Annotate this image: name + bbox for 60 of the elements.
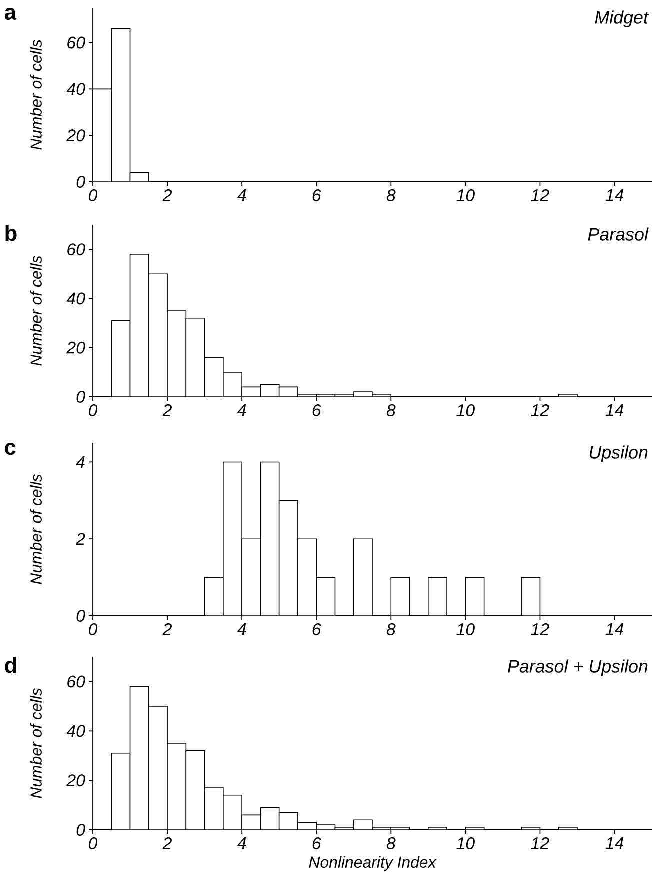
- y-tick-label: 60: [68, 36, 86, 49]
- y-tick-label: 20: [66, 774, 86, 787]
- x-tick-label: 6: [312, 838, 322, 850]
- x-tick-label: 4: [237, 838, 246, 850]
- y-tick-label: 60: [68, 676, 86, 688]
- text: a: [4, 8, 17, 20]
- text: d: [5, 657, 16, 674]
- x-tick-label: 14: [606, 623, 624, 636]
- x-tick-label: 14: [606, 404, 624, 416]
- x-tick-label: 10: [456, 189, 475, 202]
- chart-title: Parasol + Upsilon: [508, 660, 648, 676]
- y-tick-label: 20: [66, 130, 86, 142]
- x-tick-label: 0: [89, 189, 98, 202]
- y-axis-title: Number of cells: [30, 688, 42, 798]
- y-tick-label: 0: [76, 824, 86, 836]
- x-tick-label: 12: [531, 404, 550, 416]
- x-tick-label: 2: [162, 189, 172, 202]
- y-axis-title: Number of cells: [30, 256, 42, 366]
- text: b: [6, 225, 17, 242]
- y-tick-label: 60: [68, 244, 86, 256]
- y-axis-title: Number of cells: [30, 40, 42, 150]
- text: c: [5, 443, 16, 456]
- x-tick-label: 2: [162, 838, 172, 850]
- x-tick-label: 12: [531, 838, 550, 850]
- x-tick-label: 4: [237, 404, 246, 416]
- x-tick-label: 12: [531, 189, 550, 202]
- x-tick-label: 8: [386, 624, 396, 636]
- y-tick-label: 0: [76, 610, 86, 622]
- x-tick-label: 6: [312, 189, 322, 202]
- x-tick-label: 0: [89, 404, 98, 416]
- x-tick-label: 6: [312, 404, 322, 416]
- x-tick-label: 8: [386, 404, 396, 416]
- y-tick-label: 40: [66, 292, 86, 305]
- x-tick-label: 10: [456, 404, 475, 416]
- x-tick-label: 10: [456, 838, 475, 850]
- chart-title: Upsilon: [590, 446, 648, 462]
- x-tick-label: 2: [162, 624, 172, 636]
- x-tick-label: 8: [386, 190, 396, 202]
- x-tick-label: 0: [89, 838, 98, 850]
- y-tick-label: 40: [66, 83, 86, 96]
- chart-title: Midget: [595, 10, 650, 28]
- x-tick-label: 2: [162, 404, 172, 416]
- x-tick-label: 8: [386, 838, 396, 850]
- y-tick-label: 0: [76, 390, 86, 403]
- x-tick-label: 0: [89, 624, 98, 636]
- y-tick-label: 20: [66, 342, 86, 354]
- x-tick-label: 14: [606, 838, 624, 850]
- x-tick-label: 6: [312, 624, 322, 636]
- chart-title: Parasol: [588, 228, 649, 241]
- y-tick-label: 4: [76, 456, 85, 468]
- x-tick-label: 12: [531, 624, 550, 636]
- x-tick-label: 10: [456, 624, 475, 636]
- y-tick-label: 0: [76, 176, 86, 188]
- x-axis-title: Nonlinearity Index: [309, 856, 437, 872]
- x-tick-label: 14: [606, 189, 624, 202]
- y-tick-label: 2: [76, 533, 86, 546]
- x-tick-label: 4: [237, 623, 246, 636]
- y-tick-label: 40: [66, 725, 86, 738]
- y-axis-title: Number of cells: [30, 474, 42, 584]
- x-tick-label: 4: [237, 189, 246, 202]
